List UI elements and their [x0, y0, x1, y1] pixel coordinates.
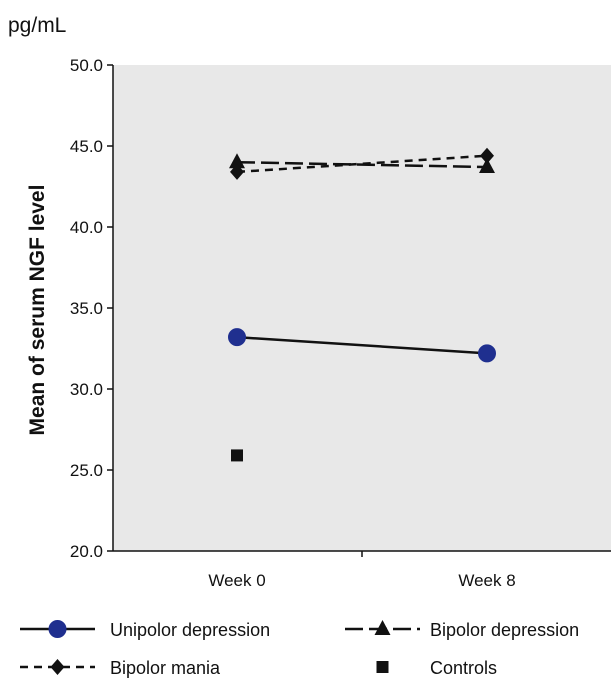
y-tick-label: 45.0	[70, 137, 103, 156]
legend-marker-controls	[377, 661, 389, 673]
y-tick-label: 25.0	[70, 461, 103, 480]
data-point-unipolor-depression	[479, 345, 496, 362]
y-tick-label: 50.0	[70, 56, 103, 75]
y-tick-label: 20.0	[70, 542, 103, 561]
legend-marker-bipolor-mania	[51, 659, 65, 675]
x-tick-label: Week 0	[208, 571, 265, 590]
data-point-controls	[231, 449, 243, 461]
y-unit-label: pg/mL	[8, 14, 66, 38]
legend-marker-unipolor-depression	[49, 621, 66, 638]
plot-area	[113, 65, 611, 551]
legend-label-bipolor-depression: Bipolor depression	[430, 620, 579, 641]
legend-label-controls: Controls	[430, 658, 497, 679]
y-tick-label: 40.0	[70, 218, 103, 237]
x-tick-label: Week 8	[458, 571, 515, 590]
y-tick-label: 30.0	[70, 380, 103, 399]
legend-label-bipolor-mania: Bipolor mania	[110, 658, 220, 679]
data-point-unipolor-depression	[229, 329, 246, 346]
y-tick-label: 35.0	[70, 299, 103, 318]
legend-label-unipolor-depression: Unipolor depression	[110, 620, 270, 641]
legend-marker-bipolor-depression	[375, 620, 391, 635]
